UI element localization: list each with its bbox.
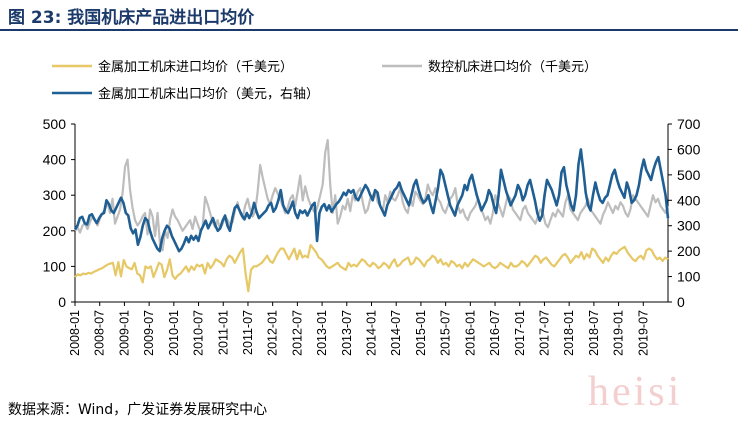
x-tick-label: 2014-07	[389, 310, 403, 356]
y-right-tick-label: 700	[677, 116, 701, 132]
chart-legend: 金属加工机床进口均价（千美元） 数控机床进口均价（千美元） 金属加工机床出口均价（美…	[52, 59, 597, 102]
legend-label-1: 金属加工机床进口均价（千美元）	[98, 59, 293, 75]
x-tick-label: 2010-01	[167, 310, 181, 356]
series-line-3	[73, 148, 670, 253]
y-left-tick-label: 100	[43, 258, 67, 274]
x-tick-label: 2019-07	[636, 310, 650, 356]
y-right-tick-label: 600	[677, 141, 701, 157]
figure-title: 图 23: 我国机床产品进出口均价	[8, 8, 255, 28]
y-left-tick-label: 500	[43, 116, 67, 132]
x-tick-label: 2016-07	[488, 310, 502, 356]
y-right-tick-label: 500	[677, 167, 701, 183]
y-right-tick-label: 400	[677, 192, 701, 208]
x-tick-label: 2010-07	[192, 310, 206, 356]
chart-series	[73, 138, 670, 293]
x-tick-label: 2018-01	[562, 310, 576, 356]
legend-label-2: 数控机床进口均价（千美元）	[428, 60, 597, 75]
watermark: heisi	[588, 369, 683, 415]
y-left-tick-label: 200	[43, 223, 67, 239]
x-tick-label: 2011-01	[216, 310, 230, 355]
x-tick-label: 2016-01	[463, 310, 477, 356]
y-left-tick-label: 400	[43, 152, 67, 168]
x-tick-label: 2011-07	[241, 310, 255, 355]
title-underline	[0, 29, 738, 31]
y-right-tick-label: 200	[677, 243, 701, 259]
x-tick-label: 2008-07	[93, 310, 107, 356]
x-tick-label: 2012-01	[266, 310, 280, 356]
x-tick-label: 2013-01	[315, 310, 329, 356]
x-tick-label: 2015-07	[439, 310, 453, 356]
x-tick-label: 2018-07	[587, 310, 601, 356]
x-tick-label: 2009-01	[117, 310, 131, 356]
y-left-tick-label: 0	[58, 294, 66, 310]
x-tick-label: 2008-01	[68, 310, 82, 356]
x-tick-label: 2019-01	[612, 310, 626, 356]
x-tick-label: 2017-01	[513, 310, 527, 356]
legend-label-3: 金属加工机床出口均价（美元，右轴）	[98, 86, 319, 102]
figure-header: 图 23: 我国机床产品进出口均价	[0, 0, 738, 31]
x-tick-label: 2015-01	[414, 310, 428, 356]
y-right-tick-label: 0	[677, 294, 685, 310]
y-right-tick-label: 300	[677, 218, 701, 234]
y-right-tick-label: 100	[677, 269, 701, 285]
x-tick-label: 2013-07	[340, 310, 354, 356]
x-tick-label: 2014-01	[365, 310, 379, 356]
x-tick-label: 2017-07	[537, 310, 551, 356]
source-note: 数据来源：Wind，广发证券发展研究中心	[8, 402, 268, 418]
chart-axes: 0 100 200 300 400 500 0 100 200 300 400 500 600 700 20…	[43, 116, 701, 356]
y-left-tick-label: 300	[43, 187, 67, 203]
x-tick-label: 2012-07	[290, 310, 304, 356]
series-line-1	[74, 243, 669, 293]
x-tick-label: 2009-07	[142, 310, 156, 356]
